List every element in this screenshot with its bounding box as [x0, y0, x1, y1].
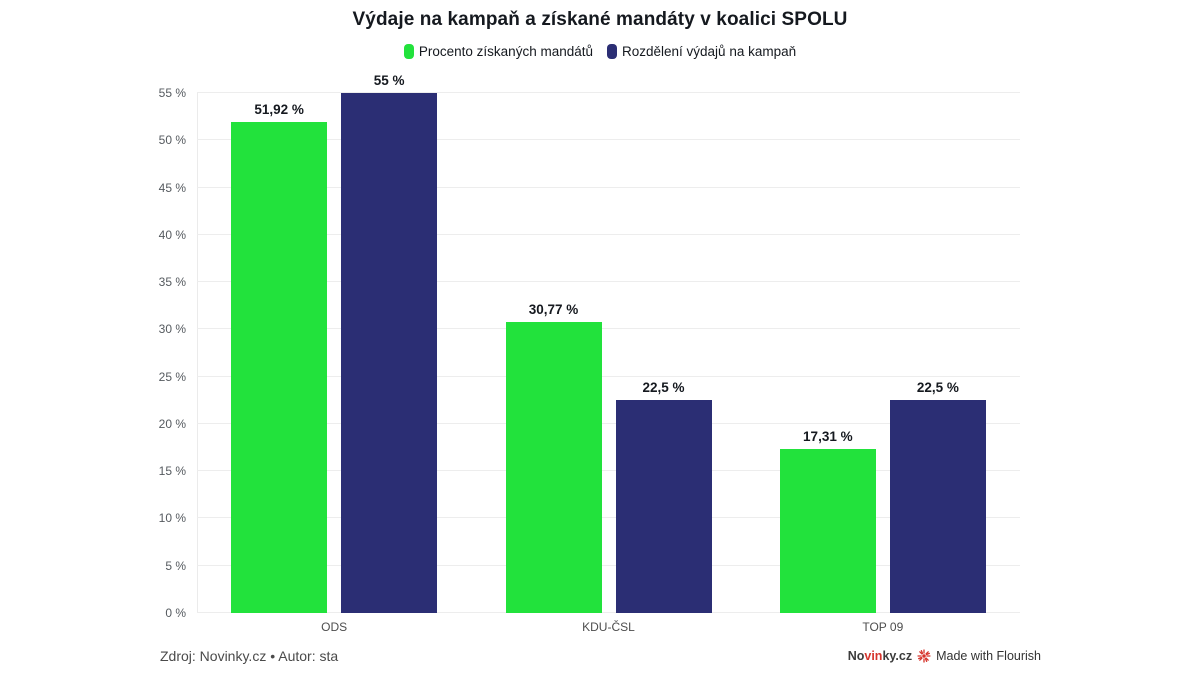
legend-item-1[interactable]: Rozdělení výdajů na kampaň: [607, 44, 796, 59]
source-credit: Zdroj: Novinky.cz • Autor: sta: [160, 648, 339, 664]
y-tick-label: 55 %: [158, 86, 186, 100]
y-tick-label: 0 %: [165, 606, 186, 620]
bar-KDU-ČSL-series-1[interactable]: [615, 400, 712, 613]
plot-area: 51,92 % 55 % ODS 30,77 % 22,5 % KDU-ČSL 17,31 …: [197, 73, 1020, 634]
legend-label: Procento získaných mandátů: [418, 44, 593, 59]
x-axis-label-TOP 09: TOP 09: [862, 620, 904, 634]
x-axis-label-ODS: ODS: [321, 620, 348, 634]
flourish-credit: Novinky.cz Ma: [848, 649, 1041, 663]
gridline: [197, 328, 1020, 330]
bar-value-label: 30,77 %: [528, 302, 579, 318]
bar-value-label: 55 %: [373, 73, 405, 88]
legend-label: Rozdělení výdajů na kampaň: [622, 44, 797, 59]
legend-swatch-icon: [403, 44, 414, 59]
bar-KDU-ČSL-series-0[interactable]: [505, 322, 602, 613]
legend-swatch-icon: [607, 44, 617, 59]
flourish-starburst-icon: [917, 649, 931, 663]
legend-item-0[interactable]: Procento získaných mandátů: [403, 44, 593, 59]
y-tick-label: 30 %: [158, 322, 186, 337]
bar-ODS-series-0[interactable]: [231, 122, 328, 613]
bar-value-label: 22,5 %: [916, 380, 959, 396]
gridline: [197, 470, 1020, 472]
gridline: [197, 612, 1020, 613]
gridline: [197, 186, 1020, 188]
bar-value-label: 51,92 %: [254, 102, 304, 118]
bar-TOP 09-series-0[interactable]: [779, 449, 876, 613]
bar-ODS-series-1[interactable]: [341, 93, 438, 613]
gridline: [197, 233, 1020, 235]
gridline: [197, 564, 1020, 566]
y-tick-label: 20 %: [158, 416, 186, 431]
gridline: [197, 517, 1020, 519]
gridline: [197, 422, 1020, 424]
y-tick-label: 40 %: [158, 227, 186, 242]
bar-value-label: 17,31 %: [803, 429, 853, 445]
novinky-logo-suffix: ky.cz: [882, 649, 913, 663]
made-with-flourish-link[interactable]: Made with Flourish: [936, 649, 1041, 663]
novinky-logo[interactable]: Novinky.cz: [848, 649, 912, 663]
y-axis: 0 % 5 % 10 % 15 % 20 % 25 % 30 % 35 % 40 % 45 % 50…: [0, 86, 186, 620]
gridline: [197, 281, 1020, 283]
y-tick-label: 25 %: [158, 369, 186, 384]
y-tick-label: 15 %: [158, 464, 186, 479]
y-tick-label: 5 %: [165, 558, 186, 573]
novinky-logo-prefix: No: [847, 649, 865, 663]
gridline: [197, 92, 1020, 93]
footer: Zdroj: Novinky.cz • Autor: sta Novinky.c…: [160, 648, 1041, 664]
gridline: [197, 375, 1020, 377]
y-axis-line: [197, 93, 198, 613]
novinky-logo-highlight: vin: [864, 649, 883, 663]
y-tick-label: 50 %: [158, 133, 186, 148]
y-tick-label: 45 %: [158, 180, 186, 195]
y-tick-label: 35 %: [158, 275, 186, 290]
page-title: Výdaje na kampaň a získané mandáty v koa…: [352, 9, 848, 30]
bar-value-label: 22,5 %: [642, 380, 685, 396]
gridline: [197, 139, 1020, 141]
x-axis-label-KDU-ČSL: KDU-ČSL: [582, 620, 635, 634]
y-tick-label: 10 %: [158, 511, 186, 526]
chart-legend: Procento získaných mandátů Rozdělení výda…: [0, 44, 1200, 59]
bar-TOP 09-series-1[interactable]: [889, 400, 986, 613]
